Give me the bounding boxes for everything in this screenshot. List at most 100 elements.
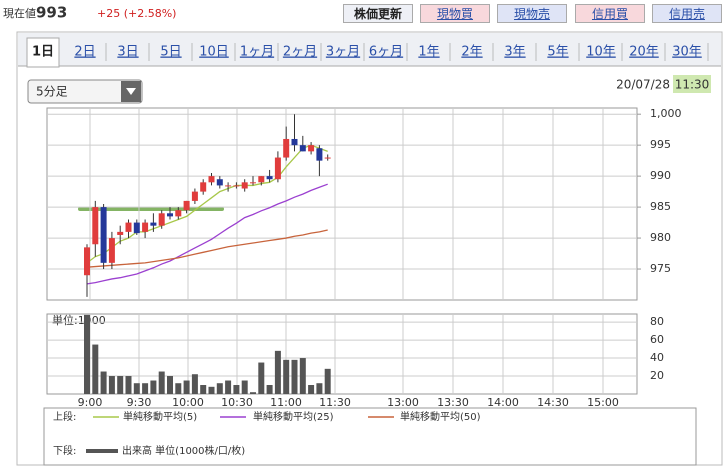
volume-bar [299, 358, 306, 394]
candle-body [241, 182, 248, 189]
candle-body [92, 207, 99, 245]
candle-body [100, 207, 107, 263]
x-tick-label: 13:00 [387, 396, 419, 409]
candle-body [117, 231, 124, 235]
x-tick-label: 10:30 [221, 396, 253, 409]
period-tab[interactable]: 3年 [504, 45, 525, 60]
volume-bar [150, 380, 157, 394]
volume-bar [308, 385, 315, 394]
period-tab[interactable]: 10日 [199, 45, 229, 60]
period-tab[interactable]: 1年 [418, 45, 439, 60]
action-button[interactable]: 株価更新 [343, 4, 413, 23]
volume-bar [200, 385, 207, 394]
action-button[interactable]: 現物売 [497, 4, 567, 23]
period-tab[interactable]: 20年 [629, 45, 659, 60]
price: 993 [36, 4, 67, 22]
period-tab[interactable]: 2日 [74, 45, 95, 60]
period-tab[interactable]: 30年 [672, 45, 702, 60]
legend-label: 単純移動平均(50) [400, 410, 481, 423]
period-tab[interactable]: 2年 [461, 45, 482, 60]
volume-plot [46, 313, 638, 395]
active-tab [26, 37, 60, 68]
x-tick-label: 9:00 [78, 396, 103, 409]
select-arrow [126, 88, 136, 95]
x-tick-label: 11:00 [270, 396, 302, 409]
y-tick-label: 990 [650, 169, 671, 182]
candle-body [316, 148, 323, 161]
volume-bar [117, 376, 124, 394]
action-button[interactable]: 信用売 [652, 4, 722, 23]
volume-bar [266, 385, 273, 394]
y-tick-label: 60 [650, 333, 664, 346]
y-tick-label: 980 [650, 231, 671, 244]
volume-bar [291, 359, 298, 394]
date: 20/07/28 [616, 78, 670, 92]
volume-bar [233, 385, 240, 394]
candle-body [299, 145, 306, 152]
price-change: +25 (+2.58%) [97, 7, 176, 20]
candle-body [142, 222, 149, 232]
x-tick-label: 11:30 [319, 396, 351, 409]
candle-body [175, 210, 182, 217]
period-tab[interactable]: 3ヶ月 [326, 45, 360, 60]
volume-bar [250, 392, 256, 394]
action-button[interactable]: 現物買 [420, 4, 490, 23]
candle-body [225, 185, 232, 187]
volume-bar [191, 374, 198, 394]
time-bg [673, 75, 711, 93]
candle-body [208, 176, 215, 183]
volume-bar [183, 380, 190, 394]
candle-body [308, 145, 315, 152]
action-button[interactable]: 信用買 [575, 4, 645, 23]
legend-upper: 上段: [53, 410, 76, 423]
period-tab[interactable]: 1日 [32, 45, 54, 60]
candle-body [133, 222, 140, 234]
period-tab[interactable]: 5年 [547, 45, 568, 60]
volume-bar [108, 376, 115, 394]
y-tick-label: 40 [650, 351, 664, 364]
period-tab[interactable]: 3日 [117, 45, 138, 60]
legend-box [43, 407, 697, 466]
interval: 5分足 [36, 85, 68, 99]
moving-average [86, 229, 328, 268]
candle-body [200, 182, 207, 192]
x-tick-label: 9:30 [127, 396, 152, 409]
volume-bar [133, 383, 140, 394]
volume-bar [225, 380, 232, 394]
candle-body [167, 213, 173, 217]
price-label: 現在値 [3, 7, 36, 20]
volume-bar [142, 383, 149, 394]
candle-body [258, 176, 265, 183]
tab-bar [18, 33, 721, 66]
candle-body [191, 191, 198, 201]
candle-body [125, 222, 132, 232]
y-tick-label: 985 [650, 200, 671, 213]
y-tick-label: 20 [650, 369, 664, 382]
x-tick-label: 15:00 [587, 396, 619, 409]
candle-body [291, 138, 298, 146]
candle-body [324, 157, 331, 159]
period-tab[interactable]: 2ヶ月 [283, 45, 317, 60]
x-tick-label: 13:30 [437, 396, 469, 409]
candle-body [158, 213, 165, 226]
y-tick-label: 975 [650, 262, 671, 275]
candle-body [216, 179, 223, 186]
period-tab[interactable]: 1ヶ月 [240, 45, 274, 60]
volume-bar [158, 371, 165, 394]
period-tab[interactable]: 10年 [586, 45, 616, 60]
y-tick-label: 1,000 [650, 107, 682, 120]
volume-bar [175, 383, 182, 394]
period-tab[interactable]: 6ヶ月 [369, 45, 403, 60]
y-tick-label: 995 [650, 138, 671, 151]
candle-body [266, 176, 273, 180]
volume-bar [125, 376, 132, 394]
volume-bar [274, 350, 281, 394]
candle-body [84, 247, 90, 276]
period-tab[interactable]: 5日 [160, 45, 181, 60]
y-tick-label: 80 [650, 315, 664, 328]
volume-bar [208, 386, 215, 394]
candle-body [108, 238, 115, 263]
time: 11:30 [675, 78, 710, 92]
interval-select[interactable] [27, 79, 143, 104]
